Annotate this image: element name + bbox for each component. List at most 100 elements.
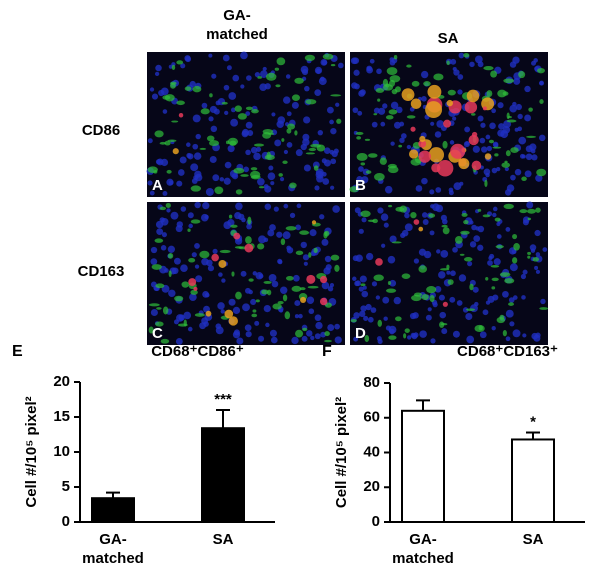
cell-stain <box>528 107 533 112</box>
nucleus <box>358 286 364 292</box>
cell-stain <box>469 283 474 291</box>
nucleus <box>378 107 386 115</box>
cell-stain <box>209 93 213 98</box>
nucleus <box>471 224 477 231</box>
cell-stain <box>447 279 454 285</box>
cell-stain <box>447 89 456 96</box>
cell-stain <box>300 296 307 303</box>
nucleus <box>517 126 523 132</box>
nucleus <box>429 189 435 195</box>
nucleus <box>435 187 442 193</box>
nucleus <box>521 295 526 300</box>
nucleus <box>333 148 339 154</box>
nucleus <box>222 54 230 62</box>
nucleus <box>264 83 271 90</box>
nucleus <box>264 185 272 193</box>
cell-stain <box>324 302 332 308</box>
cell-stain <box>190 185 202 192</box>
nucleus <box>458 274 467 282</box>
cell-stain <box>446 60 450 66</box>
nucleus <box>524 114 532 122</box>
nucleus <box>187 326 193 332</box>
nucleus <box>467 261 473 267</box>
nucleus <box>147 138 153 144</box>
cell-stain <box>286 128 292 134</box>
nucleus <box>361 217 367 223</box>
cell-stain <box>375 258 383 266</box>
nucleus <box>486 145 493 152</box>
cell-stain <box>410 158 422 166</box>
cell-stain <box>398 144 403 148</box>
cell-stain <box>308 252 312 258</box>
nucleus <box>487 295 495 303</box>
nucleus <box>244 324 252 332</box>
nucleus <box>450 270 456 277</box>
cell-stain <box>154 238 164 243</box>
cell-stain <box>324 331 330 337</box>
nucleus <box>167 245 176 253</box>
cell-stain <box>382 84 394 91</box>
nucleus <box>149 87 155 92</box>
nucleus <box>365 252 374 261</box>
cell-stain <box>401 273 411 279</box>
cell-stain <box>284 311 291 320</box>
nucleus <box>492 206 498 212</box>
cell-stain <box>364 138 371 141</box>
nucleus <box>464 126 471 133</box>
cell-stain <box>165 202 171 208</box>
nucleus <box>442 218 448 225</box>
cell-stain <box>276 57 286 66</box>
nucleus <box>329 119 334 125</box>
nucleus <box>473 235 481 242</box>
cell-stain <box>406 64 412 68</box>
cell-stain <box>267 132 275 135</box>
nucleus <box>371 121 378 128</box>
cell-stain <box>441 224 448 228</box>
nucleus <box>180 206 187 212</box>
cell-stain <box>490 264 500 268</box>
nucleus <box>491 108 496 114</box>
nucleus <box>358 228 364 234</box>
cell-stain <box>527 217 532 221</box>
nucleus <box>314 333 321 340</box>
nucleus <box>268 165 274 171</box>
nucleus <box>522 269 528 275</box>
nucleus <box>327 286 334 292</box>
nucleus <box>376 68 382 75</box>
cell-stain <box>356 152 368 161</box>
cell-stain <box>442 227 450 235</box>
y-tick-label: 0 <box>372 513 380 530</box>
nucleus <box>515 103 522 111</box>
nucleus <box>393 296 401 305</box>
nucleus <box>230 118 239 127</box>
cell-stain <box>483 65 494 71</box>
panel-letter: D <box>355 325 366 342</box>
cell-stain <box>506 119 517 123</box>
cell-stain <box>463 52 470 58</box>
cell-stain <box>518 71 526 79</box>
nucleus <box>256 146 262 152</box>
nucleus <box>360 305 367 312</box>
cell-stain <box>155 283 165 289</box>
cell-stain <box>460 230 470 235</box>
nucleus <box>488 256 493 261</box>
x-tick-label: GA-matched <box>82 531 144 567</box>
nucleus <box>389 279 397 287</box>
nucleus <box>366 65 373 72</box>
nucleus <box>415 185 423 192</box>
nucleus <box>240 51 248 60</box>
cell-stain <box>491 286 496 290</box>
nucleus <box>186 142 191 147</box>
nucleus <box>535 269 541 274</box>
nucleus <box>179 156 187 164</box>
nucleus <box>491 167 498 174</box>
nucleus <box>245 149 251 156</box>
nucleus <box>436 249 441 254</box>
nucleus <box>195 133 201 140</box>
nucleus <box>150 258 158 265</box>
cell-stain <box>224 309 234 319</box>
cell-stain <box>234 105 242 112</box>
cell-stain <box>162 95 171 100</box>
nucleus <box>324 255 332 263</box>
nucleus <box>383 316 388 321</box>
